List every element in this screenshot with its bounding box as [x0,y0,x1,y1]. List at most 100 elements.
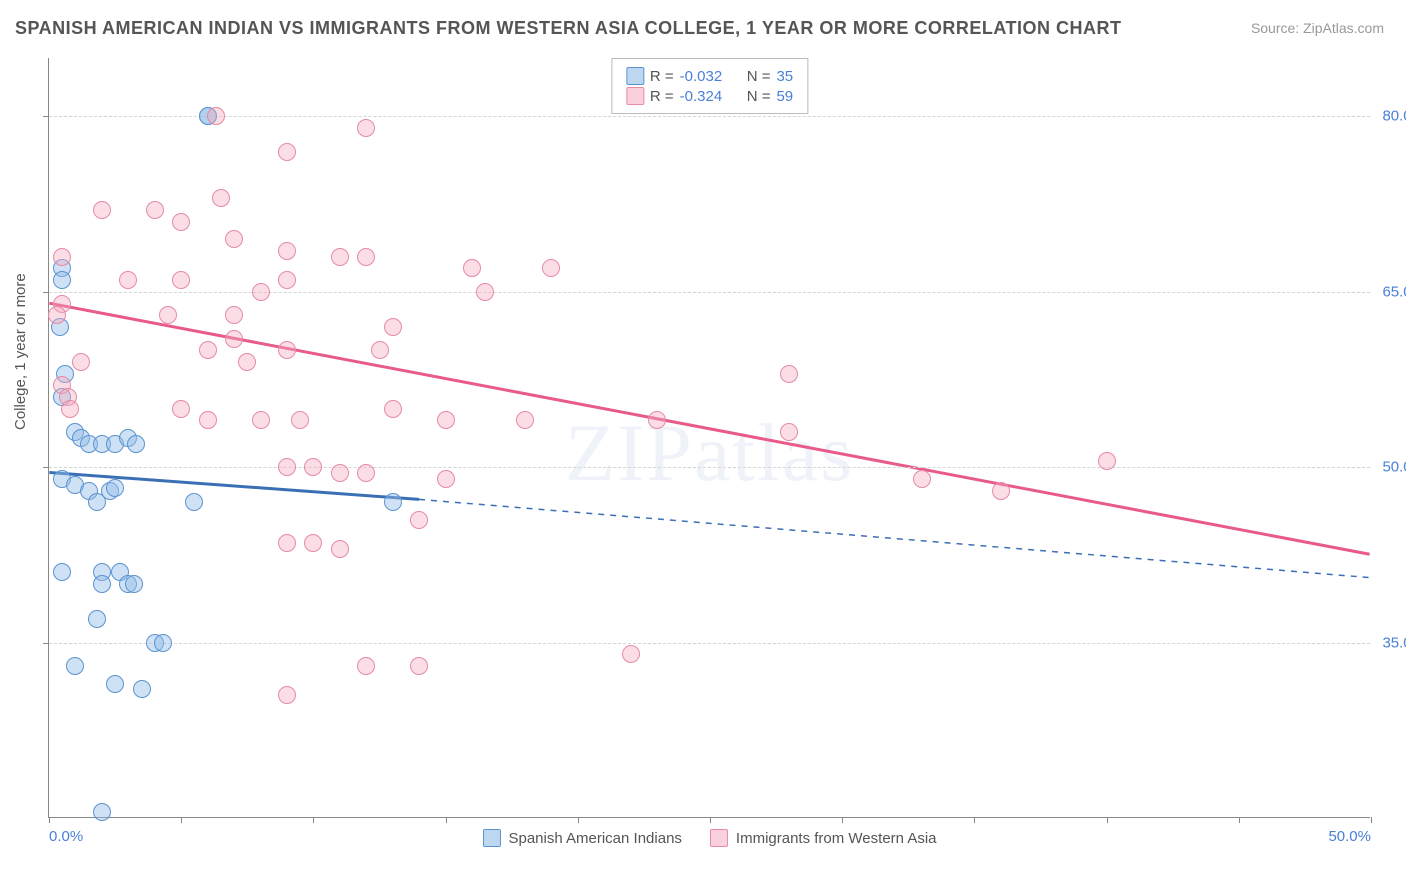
data-point [410,657,428,675]
data-point [53,248,71,266]
y-tick [43,116,49,117]
data-point [93,803,111,821]
r-value: -0.032 [680,68,723,85]
data-point [1098,452,1116,470]
x-tick [49,817,50,823]
data-point [172,213,190,231]
n-value: 35 [776,68,793,85]
n-label: N = [747,68,771,85]
data-point [331,540,349,558]
x-tick [181,817,182,823]
n-value: 59 [776,88,793,105]
y-axis-label: College, 1 year or more [12,273,29,430]
data-point [225,330,243,348]
data-point [88,493,106,511]
data-point [172,271,190,289]
data-point [172,400,190,418]
data-point [780,423,798,441]
data-point [437,411,455,429]
r-value: -0.324 [680,88,723,105]
legend-row: R = -0.032 N = 35 [626,67,793,85]
data-point [225,230,243,248]
legend-row: R = -0.324 N = 59 [626,87,793,105]
data-point [225,306,243,324]
y-tick [43,292,49,293]
data-point [384,493,402,511]
legend-swatch [482,829,500,847]
data-point [278,242,296,260]
y-tick [43,467,49,468]
data-point [476,283,494,301]
data-point [992,482,1010,500]
data-point [252,283,270,301]
r-label: R = [650,88,674,105]
x-tick [1371,817,1372,823]
data-point [93,201,111,219]
data-point [212,189,230,207]
x-tick [446,817,447,823]
data-point [252,411,270,429]
gridline [49,116,1370,117]
n-label: N = [747,88,771,105]
legend-item: Immigrants from Western Asia [710,829,937,847]
x-tick-label: 0.0% [49,828,83,845]
legend-item: Spanish American Indians [482,829,681,847]
data-point [278,341,296,359]
source-label: Source: ZipAtlas.com [1251,20,1384,36]
x-tick [1107,817,1108,823]
data-point [88,610,106,628]
data-point [357,657,375,675]
data-point [48,306,66,324]
data-point [93,575,111,593]
data-point [357,119,375,137]
data-point [622,645,640,663]
x-tick [1239,817,1240,823]
watermark: ZIPatlas [565,406,854,500]
data-point [106,479,124,497]
series-legend: Spanish American Indians Immigrants from … [482,829,936,847]
data-point [780,365,798,383]
data-point [199,341,217,359]
data-point [127,435,145,453]
x-tick-label: 50.0% [1328,828,1371,845]
y-tick-label: 65.0% [1382,283,1406,300]
data-point [199,411,217,429]
data-point [159,306,177,324]
data-point [53,563,71,581]
data-point [66,657,84,675]
data-point [119,271,137,289]
data-point [410,511,428,529]
x-tick [313,817,314,823]
x-tick [974,817,975,823]
chart-title: SPANISH AMERICAN INDIAN VS IMMIGRANTS FR… [15,18,1122,39]
data-point [357,248,375,266]
data-point [61,400,79,418]
x-tick [578,817,579,823]
data-point [154,634,172,652]
data-point [278,534,296,552]
data-point [53,271,71,289]
data-point [516,411,534,429]
x-tick [710,817,711,823]
data-point [125,575,143,593]
data-point [371,341,389,359]
data-point [542,259,560,277]
data-point [278,143,296,161]
legend-swatch [710,829,728,847]
plot-area: ZIPatlas R = -0.032 N = 35 R = -0.324 N … [48,58,1370,818]
trend-lines [49,58,1370,817]
data-point [72,353,90,371]
data-point [238,353,256,371]
legend-swatch [626,67,644,85]
data-point [304,458,322,476]
data-point [913,470,931,488]
data-point [106,675,124,693]
legend-swatch [626,87,644,105]
data-point [463,259,481,277]
data-point [437,470,455,488]
x-tick [842,817,843,823]
y-tick-label: 50.0% [1382,459,1406,476]
data-point [648,411,666,429]
data-point [278,458,296,476]
data-point [384,318,402,336]
